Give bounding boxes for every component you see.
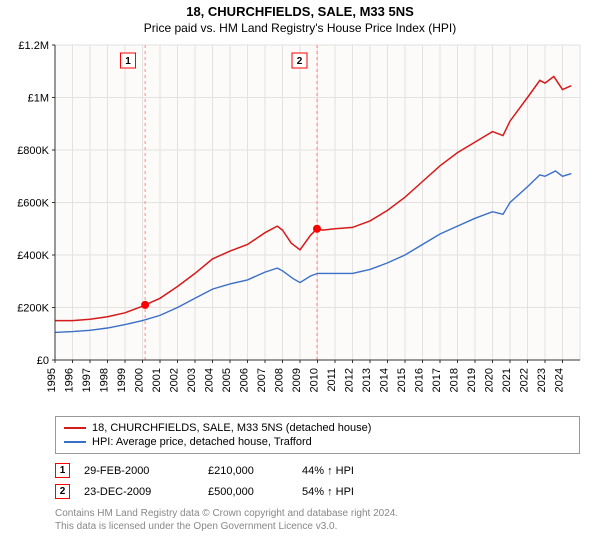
footer-line: Contains HM Land Registry data © Crown c… [55, 508, 580, 521]
legend-label: 18, CHURCHFIELDS, SALE, M33 5NS (detache… [92, 422, 371, 434]
svg-text:2018: 2018 [449, 368, 461, 392]
legend: 18, CHURCHFIELDS, SALE, M33 5NS (detache… [55, 416, 580, 454]
svg-text:2016: 2016 [414, 368, 426, 392]
svg-text:2021: 2021 [501, 368, 513, 392]
svg-text:2020: 2020 [484, 368, 496, 392]
sale-price: £500,000 [208, 486, 288, 498]
sales-row: 1 29-FEB-2000 £210,000 44% ↑ HPI [55, 460, 580, 481]
svg-text:2012: 2012 [344, 368, 356, 392]
svg-text:1995: 1995 [46, 368, 58, 392]
svg-text:£200K: £200K [17, 303, 49, 315]
sales-table: 1 29-FEB-2000 £210,000 44% ↑ HPI 2 23-DEC-200… [55, 460, 580, 502]
svg-text:2019: 2019 [466, 368, 478, 392]
svg-text:1998: 1998 [99, 368, 111, 392]
svg-text:2011: 2011 [326, 368, 338, 392]
sale-hpi: 44% ↑ HPI [302, 465, 412, 477]
svg-text:2022: 2022 [519, 368, 531, 392]
sale-hpi: 54% ↑ HPI [302, 486, 412, 498]
title-sub: Price paid vs. HM Land Registry's House … [0, 21, 600, 35]
sale-date: 29-FEB-2000 [84, 465, 194, 477]
svg-text:1: 1 [125, 56, 131, 67]
footer-attribution: Contains HM Land Registry data © Crown c… [55, 508, 580, 533]
svg-text:£800K: £800K [17, 145, 49, 157]
sales-row: 2 23-DEC-2009 £500,000 54% ↑ HPI [55, 481, 580, 502]
svg-text:1997: 1997 [81, 368, 93, 392]
svg-text:2009: 2009 [291, 368, 303, 392]
svg-text:2001: 2001 [151, 368, 163, 392]
svg-text:2007: 2007 [256, 368, 268, 392]
svg-text:2004: 2004 [204, 368, 216, 392]
svg-text:1999: 1999 [116, 368, 128, 392]
svg-text:2002: 2002 [169, 368, 181, 392]
chart-area: £0 £200K £400K £600K £800K £1M £1.2M 1995 1996 19… [0, 35, 600, 412]
title-main: 18, CHURCHFIELDS, SALE, M33 5NS [0, 4, 600, 19]
svg-text:2015: 2015 [396, 368, 408, 392]
legend-swatch [64, 427, 86, 429]
footer-line: This data is licensed under the Open Gov… [55, 521, 580, 534]
svg-text:£600K: £600K [17, 198, 49, 210]
svg-text:2023: 2023 [536, 368, 548, 392]
legend-swatch [64, 441, 86, 443]
svg-text:1996: 1996 [64, 368, 76, 392]
svg-text:2010: 2010 [309, 368, 321, 392]
svg-text:2014: 2014 [379, 368, 391, 392]
svg-text:£1.2M: £1.2M [18, 40, 49, 52]
svg-text:£400K: £400K [17, 250, 49, 262]
svg-text:2008: 2008 [274, 368, 286, 392]
legend-label: HPI: Average price, detached house, Traf… [92, 436, 312, 448]
svg-text:2000: 2000 [134, 368, 146, 392]
svg-text:2006: 2006 [239, 368, 251, 392]
svg-text:2003: 2003 [186, 368, 198, 392]
svg-text:2005: 2005 [221, 368, 233, 392]
line-chart-svg: £0 £200K £400K £600K £800K £1M £1.2M 1995 1996 19… [0, 35, 600, 407]
svg-text:£0: £0 [37, 355, 49, 367]
svg-text:2017: 2017 [431, 368, 443, 392]
svg-text:2013: 2013 [361, 368, 373, 392]
sale-date: 23-DEC-2009 [84, 486, 194, 498]
svg-text:£1M: £1M [28, 93, 49, 105]
sale-price: £210,000 [208, 465, 288, 477]
svg-text:2: 2 [297, 56, 303, 67]
sale-marker-icon: 1 [55, 463, 70, 478]
chart-titles: 18, CHURCHFIELDS, SALE, M33 5NS Price pa… [0, 0, 600, 35]
legend-row: HPI: Average price, detached house, Traf… [64, 435, 571, 449]
svg-text:2024: 2024 [554, 368, 566, 392]
sale-marker-icon: 2 [55, 484, 70, 499]
legend-row: 18, CHURCHFIELDS, SALE, M33 5NS (detache… [64, 421, 571, 435]
